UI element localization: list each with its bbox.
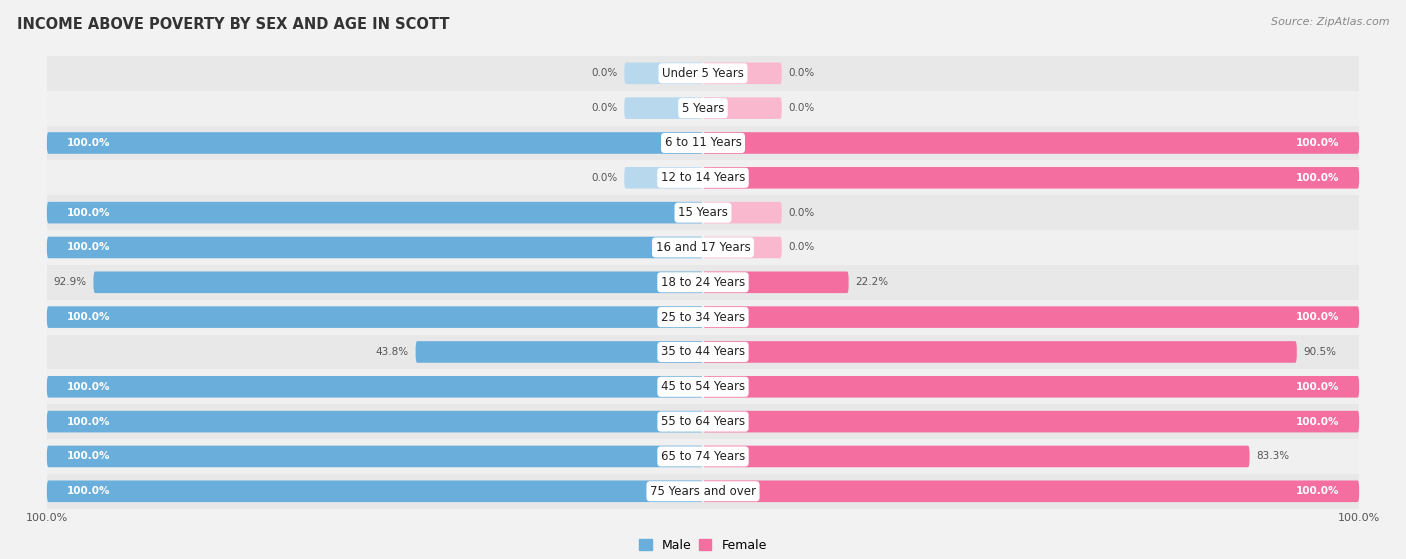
Text: 0.0%: 0.0% [789,103,814,113]
FancyBboxPatch shape [703,376,1360,397]
FancyBboxPatch shape [703,272,849,293]
FancyBboxPatch shape [703,202,782,224]
Text: 100.0%: 100.0% [1296,138,1340,148]
Bar [46,160,1360,195]
Text: 22.2%: 22.2% [855,277,889,287]
Text: 100.0%: 100.0% [66,243,110,253]
Text: 0.0%: 0.0% [789,207,814,217]
Text: 0.0%: 0.0% [789,243,814,253]
Text: 45 to 54 Years: 45 to 54 Years [661,380,745,394]
Text: 100.0%: 100.0% [66,452,110,461]
Text: 100.0%: 100.0% [66,312,110,322]
Text: 25 to 34 Years: 25 to 34 Years [661,311,745,324]
Text: 100.0%: 100.0% [1296,382,1340,392]
Bar [46,404,1360,439]
FancyBboxPatch shape [703,236,782,258]
Text: 16 and 17 Years: 16 and 17 Years [655,241,751,254]
Text: 35 to 44 Years: 35 to 44 Years [661,345,745,358]
Text: 55 to 64 Years: 55 to 64 Years [661,415,745,428]
FancyBboxPatch shape [624,97,703,119]
Text: 100.0%: 100.0% [66,416,110,427]
FancyBboxPatch shape [703,63,782,84]
Bar [46,265,1360,300]
Text: 18 to 24 Years: 18 to 24 Years [661,276,745,289]
Text: 0.0%: 0.0% [789,68,814,78]
Legend: Male, Female: Male, Female [634,534,772,557]
Text: 100.0%: 100.0% [1296,312,1340,322]
FancyBboxPatch shape [703,481,1360,502]
Bar [46,474,1360,509]
Text: 100.0%: 100.0% [1296,486,1340,496]
FancyBboxPatch shape [46,132,703,154]
Text: 100.0%: 100.0% [66,382,110,392]
Bar [46,300,1360,334]
FancyBboxPatch shape [703,411,1360,433]
Text: 100.0%: 100.0% [66,207,110,217]
FancyBboxPatch shape [703,306,1360,328]
Text: Source: ZipAtlas.com: Source: ZipAtlas.com [1271,17,1389,27]
FancyBboxPatch shape [46,411,703,433]
Text: 100.0%: 100.0% [1296,416,1340,427]
FancyBboxPatch shape [46,236,703,258]
FancyBboxPatch shape [46,306,703,328]
Bar [46,126,1360,160]
Bar [46,56,1360,91]
FancyBboxPatch shape [46,446,703,467]
Text: 100.0%: 100.0% [66,138,110,148]
FancyBboxPatch shape [46,202,703,224]
Text: 100.0%: 100.0% [66,486,110,496]
Text: 0.0%: 0.0% [592,68,617,78]
Text: 90.5%: 90.5% [1303,347,1336,357]
FancyBboxPatch shape [703,341,1296,363]
Bar [46,334,1360,369]
Bar [46,230,1360,265]
FancyBboxPatch shape [46,481,703,502]
Text: 92.9%: 92.9% [53,277,87,287]
FancyBboxPatch shape [703,167,1360,188]
Text: 43.8%: 43.8% [375,347,409,357]
FancyBboxPatch shape [93,272,703,293]
FancyBboxPatch shape [624,167,703,188]
Text: 15 Years: 15 Years [678,206,728,219]
Text: 83.3%: 83.3% [1256,452,1289,461]
Bar [46,439,1360,474]
FancyBboxPatch shape [703,132,1360,154]
Text: 0.0%: 0.0% [592,103,617,113]
FancyBboxPatch shape [703,97,782,119]
FancyBboxPatch shape [416,341,703,363]
Text: 75 Years and over: 75 Years and over [650,485,756,498]
Text: Under 5 Years: Under 5 Years [662,67,744,80]
Text: 65 to 74 Years: 65 to 74 Years [661,450,745,463]
Text: 5 Years: 5 Years [682,102,724,115]
Text: 0.0%: 0.0% [592,173,617,183]
FancyBboxPatch shape [703,446,1250,467]
Text: 6 to 11 Years: 6 to 11 Years [665,136,741,149]
Bar [46,91,1360,126]
Text: 12 to 14 Years: 12 to 14 Years [661,171,745,184]
Text: 100.0%: 100.0% [1296,173,1340,183]
Text: INCOME ABOVE POVERTY BY SEX AND AGE IN SCOTT: INCOME ABOVE POVERTY BY SEX AND AGE IN S… [17,17,450,32]
FancyBboxPatch shape [624,63,703,84]
FancyBboxPatch shape [46,376,703,397]
Bar [46,195,1360,230]
Bar [46,369,1360,404]
